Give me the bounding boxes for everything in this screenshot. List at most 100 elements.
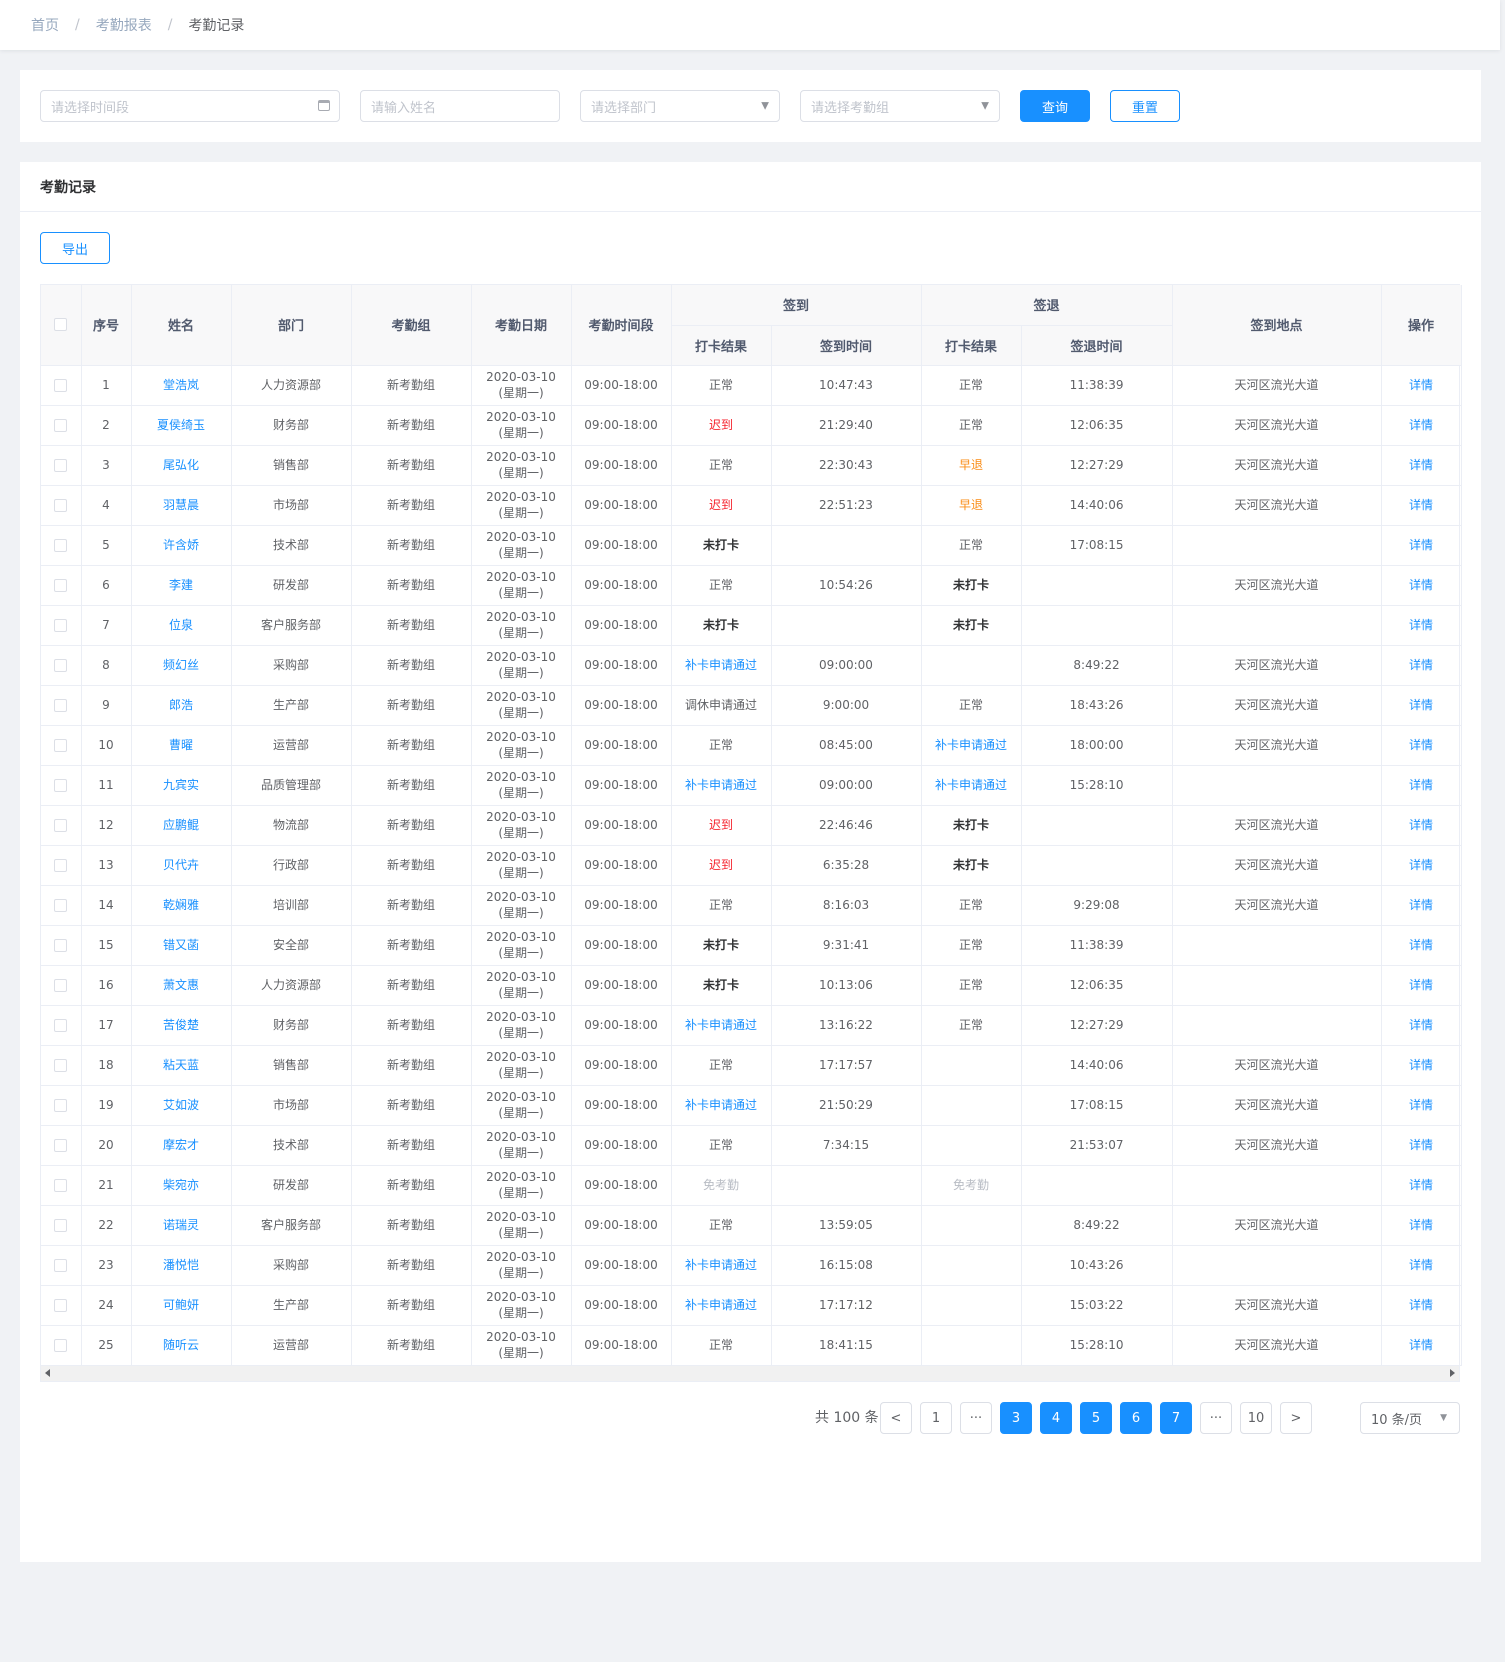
- row-select-cell[interactable]: [41, 485, 82, 526]
- scroll-left-icon[interactable]: [45, 1369, 50, 1377]
- row-select-cell[interactable]: [41, 1125, 82, 1166]
- department-select[interactable]: 请选择部门 ▼: [580, 90, 780, 122]
- detail-link[interactable]: 详情: [1381, 885, 1462, 926]
- row-select-cell[interactable]: [41, 925, 82, 966]
- row-checkbox[interactable]: [54, 899, 68, 912]
- row-select-cell[interactable]: [41, 1045, 82, 1086]
- detail-link[interactable]: 详情: [1381, 765, 1462, 806]
- row-checkbox[interactable]: [54, 1059, 68, 1072]
- row-checkbox[interactable]: [54, 1259, 68, 1272]
- row-select-cell[interactable]: [41, 765, 82, 806]
- detail-link[interactable]: 详情: [1381, 485, 1462, 526]
- page-button[interactable]: 5: [1080, 1402, 1112, 1434]
- employee-name-link[interactable]: 频幻丝: [131, 645, 232, 686]
- row-checkbox[interactable]: [54, 419, 68, 432]
- row-select-cell[interactable]: [41, 525, 82, 566]
- row-select-cell[interactable]: [41, 885, 82, 926]
- employee-name-link[interactable]: 萧文惠: [131, 965, 232, 1006]
- employee-name-link[interactable]: 潘悦恺: [131, 1245, 232, 1286]
- row-select-cell[interactable]: [41, 965, 82, 1006]
- name-input[interactable]: 请输入姓名: [360, 90, 560, 122]
- page-button[interactable]: 1: [920, 1402, 952, 1434]
- detail-link[interactable]: 详情: [1381, 1245, 1462, 1286]
- row-select-cell[interactable]: [41, 445, 82, 486]
- row-select-cell[interactable]: [41, 805, 82, 846]
- detail-link[interactable]: 详情: [1381, 1205, 1462, 1246]
- row-checkbox[interactable]: [54, 699, 68, 712]
- employee-name-link[interactable]: 可鲍妍: [131, 1285, 232, 1326]
- query-button[interactable]: 查询: [1020, 90, 1090, 122]
- row-checkbox[interactable]: [54, 1019, 68, 1032]
- employee-name-link[interactable]: 尾弘化: [131, 445, 232, 486]
- page-button[interactable]: 7: [1160, 1402, 1192, 1434]
- employee-name-link[interactable]: 堂浩岚: [131, 365, 232, 406]
- row-checkbox[interactable]: [54, 979, 68, 992]
- row-checkbox[interactable]: [54, 499, 68, 512]
- employee-name-link[interactable]: 羽慧晨: [131, 485, 232, 526]
- row-checkbox[interactable]: [54, 819, 68, 832]
- employee-name-link[interactable]: 柴宛亦: [131, 1165, 232, 1206]
- breadcrumb-home[interactable]: 首页: [31, 18, 59, 34]
- row-checkbox[interactable]: [54, 619, 68, 632]
- horizontal-scrollbar[interactable]: [40, 1365, 1460, 1382]
- employee-name-link[interactable]: 郎浩: [131, 685, 232, 726]
- date-range-picker[interactable]: 请选择时间段: [40, 90, 340, 122]
- employee-name-link[interactable]: 苦俊楚: [131, 1005, 232, 1046]
- detail-link[interactable]: 详情: [1381, 685, 1462, 726]
- employee-name-link[interactable]: 乾娴雅: [131, 885, 232, 926]
- detail-link[interactable]: 详情: [1381, 965, 1462, 1006]
- detail-link[interactable]: 详情: [1381, 845, 1462, 886]
- breadcrumb-report[interactable]: 考勤报表: [95, 18, 152, 34]
- row-checkbox[interactable]: [54, 939, 68, 952]
- detail-link[interactable]: 详情: [1381, 1165, 1462, 1206]
- employee-name-link[interactable]: 摩宏才: [131, 1125, 232, 1166]
- row-select-cell[interactable]: [41, 565, 82, 606]
- attendance-group-select[interactable]: 请选择考勤组 ▼: [800, 90, 1000, 122]
- row-select-cell[interactable]: [41, 845, 82, 886]
- employee-name-link[interactable]: 许含娇: [131, 525, 232, 566]
- row-select-cell[interactable]: [41, 1205, 82, 1246]
- row-checkbox[interactable]: [54, 859, 68, 872]
- reset-button[interactable]: 重置: [1110, 90, 1180, 122]
- row-select-cell[interactable]: [41, 725, 82, 766]
- employee-name-link[interactable]: 诺瑞灵: [131, 1205, 232, 1246]
- row-select-cell[interactable]: [41, 605, 82, 646]
- scroll-right-icon[interactable]: [1450, 1369, 1455, 1377]
- employee-name-link[interactable]: 艾如波: [131, 1085, 232, 1126]
- select-all-header[interactable]: [41, 285, 82, 366]
- detail-link[interactable]: 详情: [1381, 805, 1462, 846]
- page-button[interactable]: 6: [1120, 1402, 1152, 1434]
- detail-link[interactable]: 详情: [1381, 925, 1462, 966]
- employee-name-link[interactable]: 贝代卉: [131, 845, 232, 886]
- row-checkbox[interactable]: [54, 1339, 68, 1352]
- row-checkbox[interactable]: [54, 579, 68, 592]
- employee-name-link[interactable]: 九宾实: [131, 765, 232, 806]
- detail-link[interactable]: 详情: [1381, 1085, 1462, 1126]
- row-checkbox[interactable]: [54, 659, 68, 672]
- page-ellipsis[interactable]: ···: [960, 1402, 992, 1434]
- detail-link[interactable]: 详情: [1381, 1285, 1462, 1326]
- row-select-cell[interactable]: [41, 1245, 82, 1286]
- employee-name-link[interactable]: 错又菡: [131, 925, 232, 966]
- detail-link[interactable]: 详情: [1381, 405, 1462, 446]
- detail-link[interactable]: 详情: [1381, 445, 1462, 486]
- row-select-cell[interactable]: [41, 685, 82, 726]
- next-page-button[interactable]: >: [1280, 1402, 1312, 1434]
- row-checkbox[interactable]: [54, 459, 68, 472]
- page-size-select[interactable]: 10 条/页 ▼: [1360, 1402, 1460, 1434]
- page-button[interactable]: 10: [1240, 1402, 1272, 1434]
- page-button[interactable]: 3: [1000, 1402, 1032, 1434]
- row-select-cell[interactable]: [41, 1285, 82, 1326]
- row-checkbox[interactable]: [54, 779, 68, 792]
- prev-page-button[interactable]: <: [880, 1402, 912, 1434]
- detail-link[interactable]: 详情: [1381, 1005, 1462, 1046]
- employee-name-link[interactable]: 夏侯绮玉: [131, 405, 232, 446]
- employee-name-link[interactable]: 随听云: [131, 1325, 232, 1366]
- employee-name-link[interactable]: 位泉: [131, 605, 232, 646]
- row-select-cell[interactable]: [41, 645, 82, 686]
- row-checkbox[interactable]: [54, 539, 68, 552]
- detail-link[interactable]: 详情: [1381, 525, 1462, 566]
- row-select-cell[interactable]: [41, 1165, 82, 1206]
- row-select-cell[interactable]: [41, 405, 82, 446]
- detail-link[interactable]: 详情: [1381, 725, 1462, 766]
